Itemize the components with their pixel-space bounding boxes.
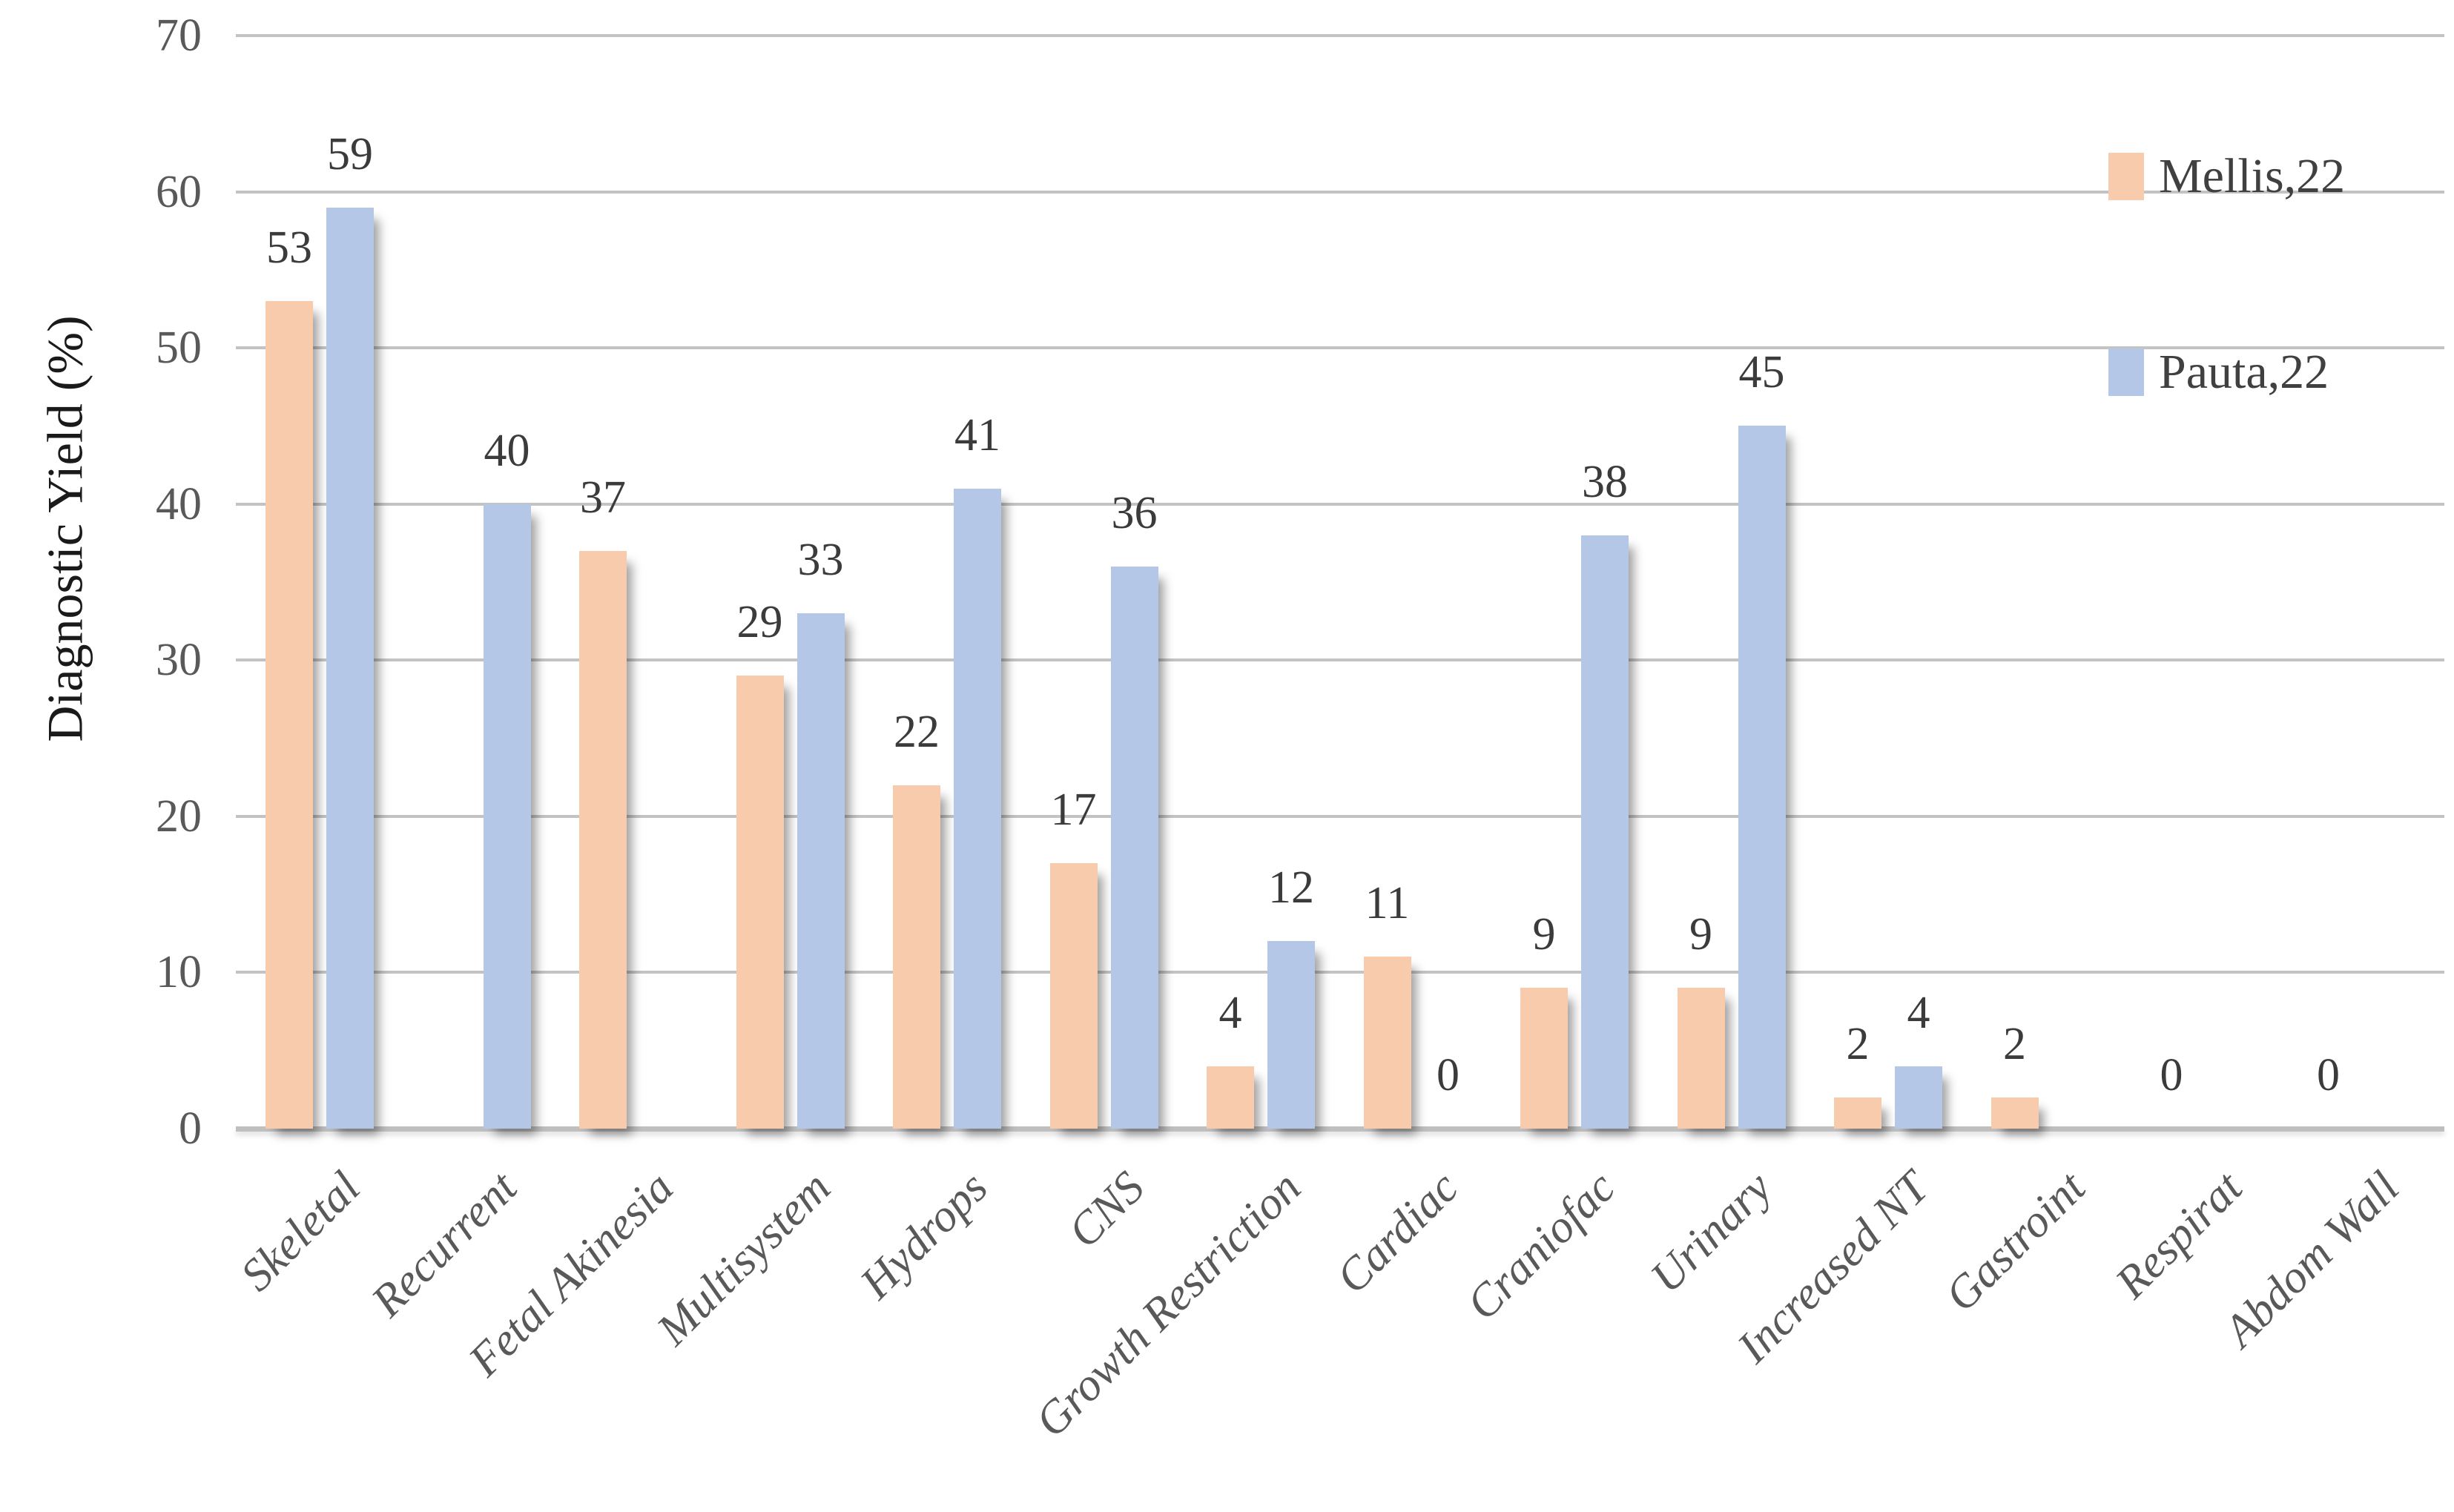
legend: Mellis,22 Pauta,22 (2108, 152, 2345, 397)
gridline (236, 34, 2444, 37)
y-tick-label: 10 (156, 947, 202, 998)
bar-mellis (1520, 988, 1568, 1129)
bar-pauta (954, 488, 1001, 1129)
bar-pauta (796, 613, 845, 1129)
bar-value-label: 9 (1689, 909, 1712, 960)
y-tick-label: 20 (156, 790, 202, 842)
bar-pauta (1895, 1066, 1942, 1129)
bar-value-label: 2 (1846, 1018, 1870, 1069)
x-tick-label: Craniofac (1457, 1162, 1625, 1330)
x-tick-label: Gastroint (1936, 1162, 2095, 1321)
bar-value-label: 53 (266, 222, 312, 273)
gridline (236, 346, 2444, 350)
legend-item-mellis: Mellis,22 (2108, 152, 2345, 201)
x-tick-label: Growth Restriction (1026, 1162, 1311, 1447)
bar-mellis (1990, 1097, 2039, 1129)
bar-mellis (1207, 1066, 1254, 1129)
x-tick-label: Respirat (2105, 1162, 2252, 1308)
bar-mellis (265, 300, 313, 1129)
bar-mellis (1834, 1097, 1881, 1129)
bar-value-label: 33 (797, 535, 844, 586)
bar-value-label: 22 (894, 706, 940, 757)
bar-value-label: 36 (1111, 487, 1158, 538)
bar-value-label: 0 (2317, 1050, 2340, 1100)
x-tick-label: Cardiac (1326, 1162, 1468, 1304)
y-tick-label: 60 (156, 166, 202, 217)
bar-pauta (483, 504, 531, 1129)
bar-pauta (326, 207, 374, 1129)
y-tick-label: 30 (156, 635, 202, 686)
y-tick-label: 0 (179, 1103, 202, 1154)
bar-value-label: 0 (2160, 1050, 2183, 1100)
legend-label-pauta: Pauta,22 (2159, 345, 2329, 399)
gridline (236, 190, 2444, 194)
x-tick-label: Urinary (1640, 1162, 1781, 1303)
bar-value-label: 41 (954, 409, 1000, 460)
y-tick-label: 40 (156, 478, 202, 529)
bar-mellis (579, 550, 627, 1129)
bar-pauta (1581, 535, 1629, 1129)
bar-mellis (1049, 863, 1098, 1129)
legend-label-mellis: Mellis,22 (2159, 149, 2346, 203)
legend-swatch-mellis (2108, 153, 2144, 200)
x-tick-label: Hydrops (850, 1162, 997, 1309)
legend-swatch-pauta (2108, 349, 2144, 396)
bar-value-label: 11 (1365, 878, 1410, 929)
x-tick-label: CNS (1058, 1162, 1154, 1258)
bar-mellis (1363, 957, 1411, 1129)
gridline (236, 971, 2444, 974)
bar-value-label: 38 (1582, 456, 1628, 507)
legend-item-pauta: Pauta,22 (2108, 348, 2345, 397)
gridline (236, 502, 2444, 506)
bar-value-label: 9 (1532, 909, 1556, 960)
gridline (236, 814, 2444, 818)
bar-value-label: 12 (1268, 862, 1314, 914)
bar-value-label: 2 (2003, 1018, 2026, 1069)
bar-pauta (1267, 941, 1315, 1129)
bar-mellis (1677, 988, 1725, 1129)
bar-mellis (893, 785, 940, 1129)
bar-value-label: 4 (1218, 987, 1242, 1038)
bar-mellis (736, 676, 784, 1129)
bar-value-label: 37 (580, 472, 626, 523)
x-tick-label: Skeletal (231, 1162, 370, 1301)
bar-value-label: 59 (327, 128, 373, 179)
y-tick-label: 70 (156, 10, 202, 61)
bar-value-label: 29 (736, 597, 783, 648)
x-tick-label: Recurrent (362, 1162, 527, 1327)
bar-value-label: 4 (1907, 987, 1930, 1038)
bar-value-label: 45 (1738, 347, 1785, 398)
x-axis-line (236, 1126, 2444, 1132)
bar-value-label: 40 (484, 425, 530, 476)
bar-pauta (1738, 426, 1786, 1129)
y-tick-label: 50 (156, 323, 202, 374)
bar-pauta (1110, 566, 1158, 1129)
gridline (236, 658, 2444, 662)
bar-value-label: 17 (1050, 785, 1097, 836)
bar-value-label: 0 (1437, 1050, 1459, 1100)
